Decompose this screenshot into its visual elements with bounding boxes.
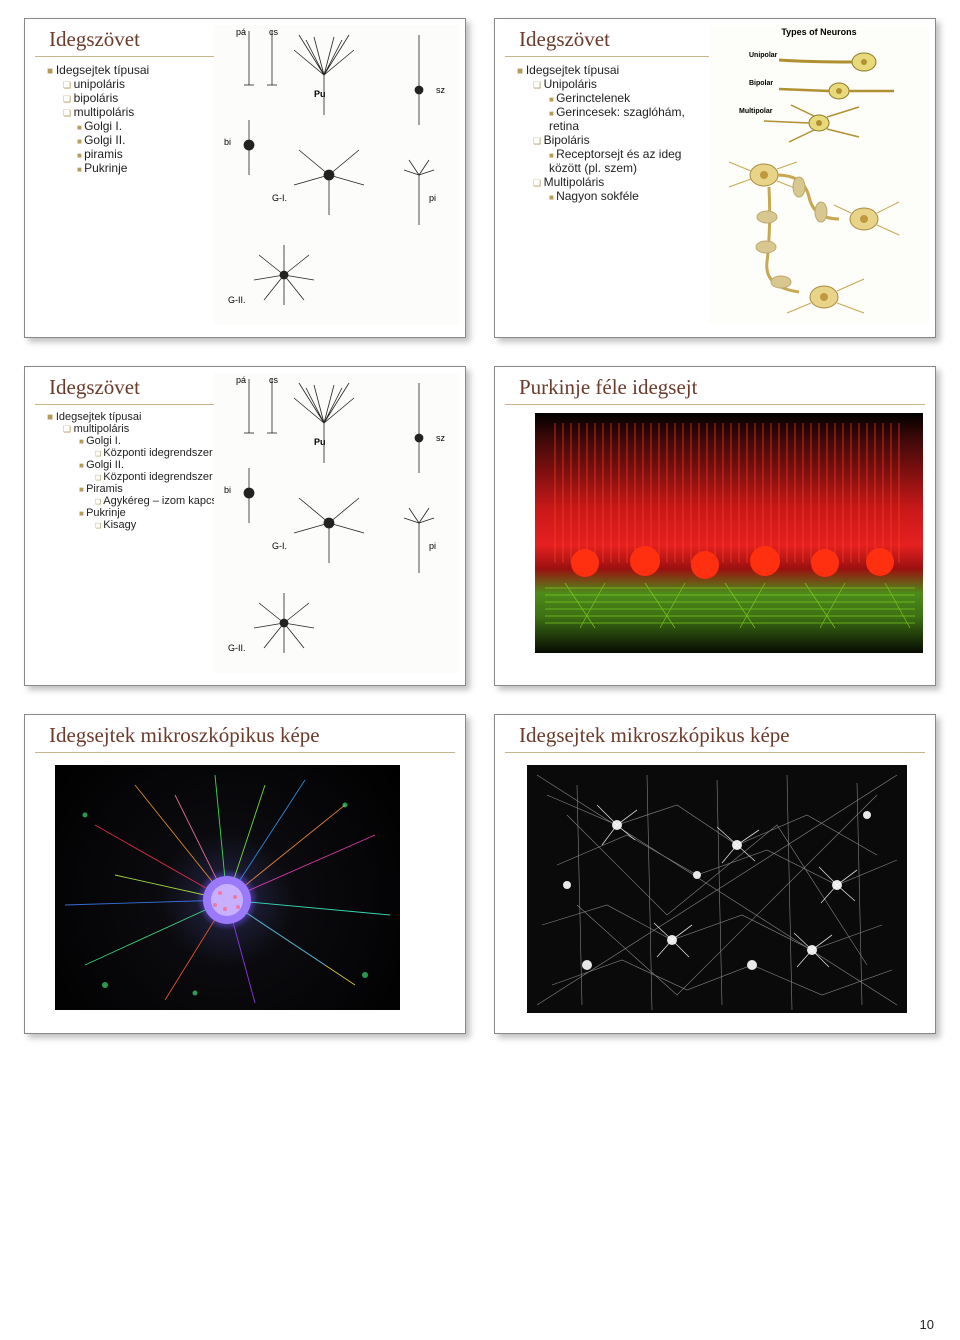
diagram-label: sz (436, 85, 445, 95)
diagram-label: G-I. (272, 193, 287, 203)
diagram-label: pi (429, 541, 436, 551)
slide-content: Idegsejtek típusai Unipoláris Gerinctele… (495, 63, 695, 203)
list-item: multipoláris (74, 423, 130, 435)
diagram-label: pá (236, 375, 246, 385)
slide-5: Idegsejtek mikroszkópikus képe (24, 714, 466, 1034)
slide-3: Idegszövet Idegsejtek típusai multipolár… (24, 366, 466, 686)
list-heading: Idegsejtek típusai (56, 63, 149, 77)
list-item: Pukrinje (86, 507, 126, 519)
diagram-label: Pu (314, 437, 326, 447)
list-item: Golgi I. (86, 435, 121, 447)
diagram-label: G-I. (272, 541, 287, 551)
diagram-label: G-II. (228, 643, 246, 653)
slide-4: Purkinje féle idegsejt (494, 366, 936, 686)
slide-title: Idegsejtek mikroszkópikus képe (505, 715, 925, 753)
slide-2: Idegszövet Idegsejtek típusai Unipoláris… (494, 18, 936, 338)
page-number: 10 (920, 1317, 934, 1332)
list-item: Gerinctelenek (549, 91, 695, 105)
neuron-types-diagram: pá cs Pu sz bi G-I. pi G-II. (214, 373, 459, 673)
list-item: Receptorsejt és az ideg között (pl. szem… (549, 147, 695, 175)
diagram-label: sz (436, 433, 445, 443)
slide-6: Idegsejtek mikroszkópikus képe (494, 714, 936, 1034)
list-item: Multipoláris (544, 175, 605, 189)
slide-1: Idegszövet Idegsejtek típusai unipoláris… (24, 18, 466, 338)
diagram-label: bi (224, 485, 231, 495)
slide-title: Idegsejtek mikroszkópikus képe (35, 715, 455, 753)
neuron-type-label: Unipolar (749, 52, 778, 59)
diagram-label: cs (269, 27, 278, 37)
purkinje-microscopy-image (535, 413, 923, 653)
diagram-label: pi (429, 193, 436, 203)
diagram-label: G-II. (228, 295, 246, 305)
diagram-label: bi (224, 137, 231, 147)
list-item: Piramis (86, 483, 123, 495)
neuron-network-microscopy-image (527, 765, 907, 1013)
neuron-types-diagram: pá cs Pu sz bi G-I. pi G-II. (214, 25, 459, 325)
neuron-type-label: Bipolar (749, 80, 773, 87)
list-item: Bipoláris (544, 133, 590, 147)
list-item: Golgi II. (86, 459, 124, 471)
list-item: Unipoláris (544, 77, 597, 91)
list-heading: Idegsejtek típusai (56, 411, 142, 423)
types-of-neurons-diagram: Types of Neurons Unipolar Bipolar Multip… (709, 25, 929, 325)
neuron-microscopy-image (55, 765, 400, 1010)
list-item: Nagyon sokféle (549, 189, 695, 203)
diagram-label: Pu (314, 89, 326, 99)
list-item: Gerincesek: szaglóhám, retina (549, 105, 695, 133)
neuron-type-label: Multipolar (739, 108, 773, 115)
slide-title: Purkinje féle idegsejt (505, 367, 925, 405)
list-heading: Idegsejtek típusai (526, 63, 619, 77)
diagram-title: Types of Neurons (709, 25, 929, 37)
diagram-label: pá (236, 27, 246, 37)
diagram-label: cs (269, 375, 278, 385)
